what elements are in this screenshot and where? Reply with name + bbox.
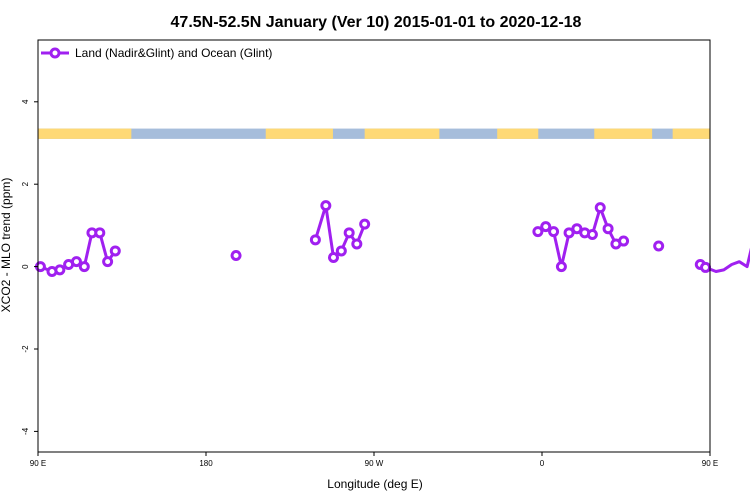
data-point [618, 235, 630, 247]
y-tick-label: 4 [21, 99, 30, 104]
legend-marker [49, 47, 61, 59]
data-point [327, 252, 339, 264]
data-point [94, 227, 106, 239]
data-point [571, 223, 583, 235]
data-point [109, 245, 121, 257]
x-axis: 90 E 180 90 W 0 90 E [30, 452, 718, 468]
data-point [351, 238, 363, 250]
series-layer [34, 200, 750, 278]
data-point [343, 227, 355, 239]
data-point [700, 261, 712, 273]
data-point [548, 226, 560, 238]
plot-frame [37, 39, 711, 453]
data-point [54, 264, 66, 276]
series-line [699, 247, 750, 273]
land-ocean-band [38, 128, 710, 139]
land-band-segment [594, 128, 653, 139]
data-point [335, 245, 347, 257]
y-tick-label: 2 [21, 181, 30, 186]
x-tick-label: 180 [199, 459, 213, 468]
y-axis: -4 -2 0 2 4 [21, 99, 38, 435]
land-band-segment [497, 128, 539, 139]
x-axis-label: Longitude (deg E) [327, 477, 422, 491]
data-point [563, 227, 575, 239]
x-tick-label: 90 E [702, 459, 718, 468]
legend-label: Land (Nadir&Glint) and Ocean (Glint) [75, 46, 272, 60]
y-tick-label: -4 [21, 427, 30, 435]
data-point [70, 256, 82, 268]
data-point [653, 240, 665, 252]
y-tick-label: 0 [21, 264, 30, 269]
data-point [230, 249, 242, 261]
x-tick-label: 90 E [30, 459, 46, 468]
land-band-segment [672, 128, 710, 139]
data-point [102, 256, 114, 268]
x-tick-label: 0 [540, 459, 545, 468]
land-band-segment [38, 128, 132, 139]
y-tick-label: -2 [21, 345, 30, 353]
data-point [540, 221, 552, 233]
land-band-segment [364, 128, 440, 139]
y-axis-label: XCO2 - MLO trend (ppm) [0, 178, 13, 313]
data-point [359, 218, 371, 230]
data-point [555, 261, 567, 273]
data-point [78, 261, 90, 273]
x-tick-label: 90 W [365, 459, 384, 468]
chart-title: 47.5N-52.5N January (Ver 10) 2015-01-01 … [171, 14, 582, 31]
data-point [309, 234, 321, 246]
data-point [586, 228, 598, 240]
data-point [594, 202, 606, 214]
land-band-segment [265, 128, 333, 139]
legend: Land (Nadir&Glint) and Ocean (Glint) [41, 46, 272, 60]
data-point [602, 223, 614, 235]
data-point [320, 200, 332, 212]
data-point [532, 226, 544, 238]
series-line [537, 206, 625, 269]
